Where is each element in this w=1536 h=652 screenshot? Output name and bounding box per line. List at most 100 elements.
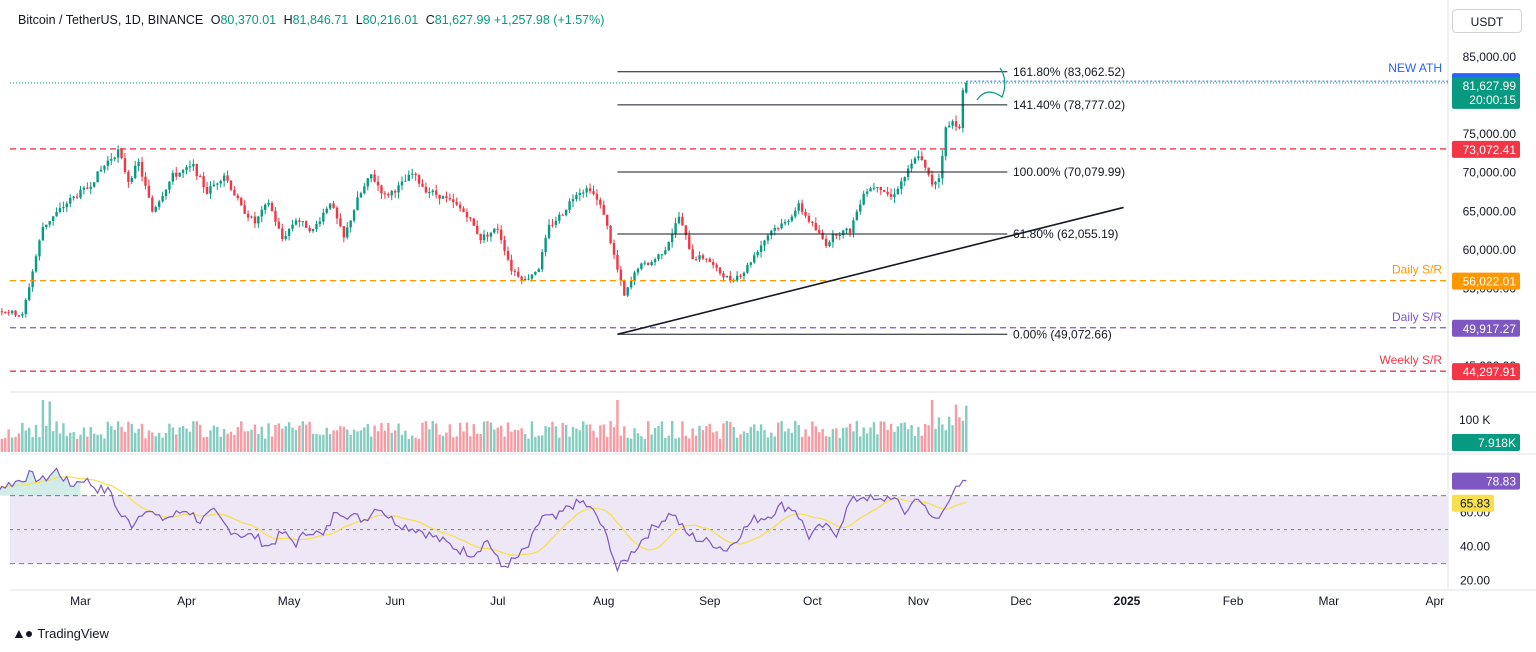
volume-bar [650,434,653,452]
candle [14,310,17,316]
volume-bar [934,428,937,452]
volume-bar [424,421,428,452]
candle [694,259,698,261]
candle [370,174,373,179]
candle [664,250,667,255]
candle [0,311,4,313]
volume-bar [376,431,380,452]
volume-bar [510,431,513,452]
volume-bar [958,417,961,452]
candle [742,272,746,276]
volume-bar [294,430,298,452]
candle [930,174,934,185]
candle [79,189,82,198]
candle [759,245,763,252]
volume-bar [28,427,31,452]
candle [175,172,178,177]
rsi-ma-tag-text: 65.83 [1460,497,1490,511]
projection-arrow-icon [976,67,1006,101]
volume-bar [575,428,578,452]
candle [937,178,941,182]
volume-bar [626,437,629,452]
candle [250,216,253,218]
volume-bar [537,435,540,452]
volume-bar [315,433,318,452]
candle [120,149,123,159]
candle [28,287,31,300]
branding[interactable]: ▲● TradingView [12,625,109,641]
volume-bar [185,428,188,452]
volume-bar [236,427,240,452]
candle [181,170,185,173]
time-axis-tick: Nov [908,594,929,608]
candle [263,204,267,210]
volume-bar [472,424,475,452]
volume-bar [629,438,633,452]
volume-bar [38,437,41,452]
volume-bar [55,421,58,452]
candle [718,267,722,274]
candle [161,195,164,202]
candle [359,193,363,198]
candle [862,193,865,205]
level-price-tag [1452,319,1520,337]
candle [335,207,339,219]
time-axis-tick: Aug [593,594,614,608]
volume-bar [937,417,941,452]
volume-bar [4,437,7,452]
candle [469,217,472,219]
volume-bar [753,424,756,452]
volume-bar [397,423,400,452]
candle [366,178,369,187]
candle [602,204,605,215]
volume-bar [240,421,243,452]
volume-bar [718,438,722,452]
volume-bar [458,422,462,452]
candle [393,190,397,193]
candle [640,263,643,269]
candle [134,165,137,178]
low-label: L [355,13,363,27]
low-value: 80,216.01 [362,13,419,27]
volume-bar [564,425,568,452]
candle [270,202,274,211]
candle [397,185,400,193]
symbol-legend[interactable]: Bitcoin / TetherUS, 1D, BINANCE O80,370.… [18,13,604,27]
candle [154,206,157,212]
volume-bar [219,436,222,452]
candle [318,221,322,225]
volume-bar [103,438,106,452]
candle [865,191,869,194]
candle [643,262,646,264]
volume-bar [349,434,352,452]
candle [527,278,530,280]
candle [222,175,226,181]
candle [517,271,520,277]
ascending-trendline[interactable] [617,206,1124,336]
volume-bar [469,436,472,452]
volume-bar [855,420,859,452]
volume-bar [640,436,643,452]
candle [41,226,45,241]
volume-bar [120,426,123,452]
currency-selector[interactable]: USDT [1452,9,1522,33]
candle [363,186,366,194]
volume-bar [670,421,674,452]
volume-bar [373,425,376,452]
time-axis-tick: 2025 [1114,594,1141,608]
candle [199,176,202,178]
candle [376,181,380,186]
volume-bar [616,400,619,452]
candle [848,228,852,233]
volume-bar [773,436,776,452]
volume-bar [657,425,660,452]
volume-bar [831,429,835,452]
candle [445,196,448,199]
volume-bar [75,438,79,452]
candle [954,121,958,127]
volume-bar [499,425,503,452]
candle [123,158,127,172]
volume-bar [735,437,739,452]
change-value: +1,257.98 (+1.57%) [493,13,605,27]
